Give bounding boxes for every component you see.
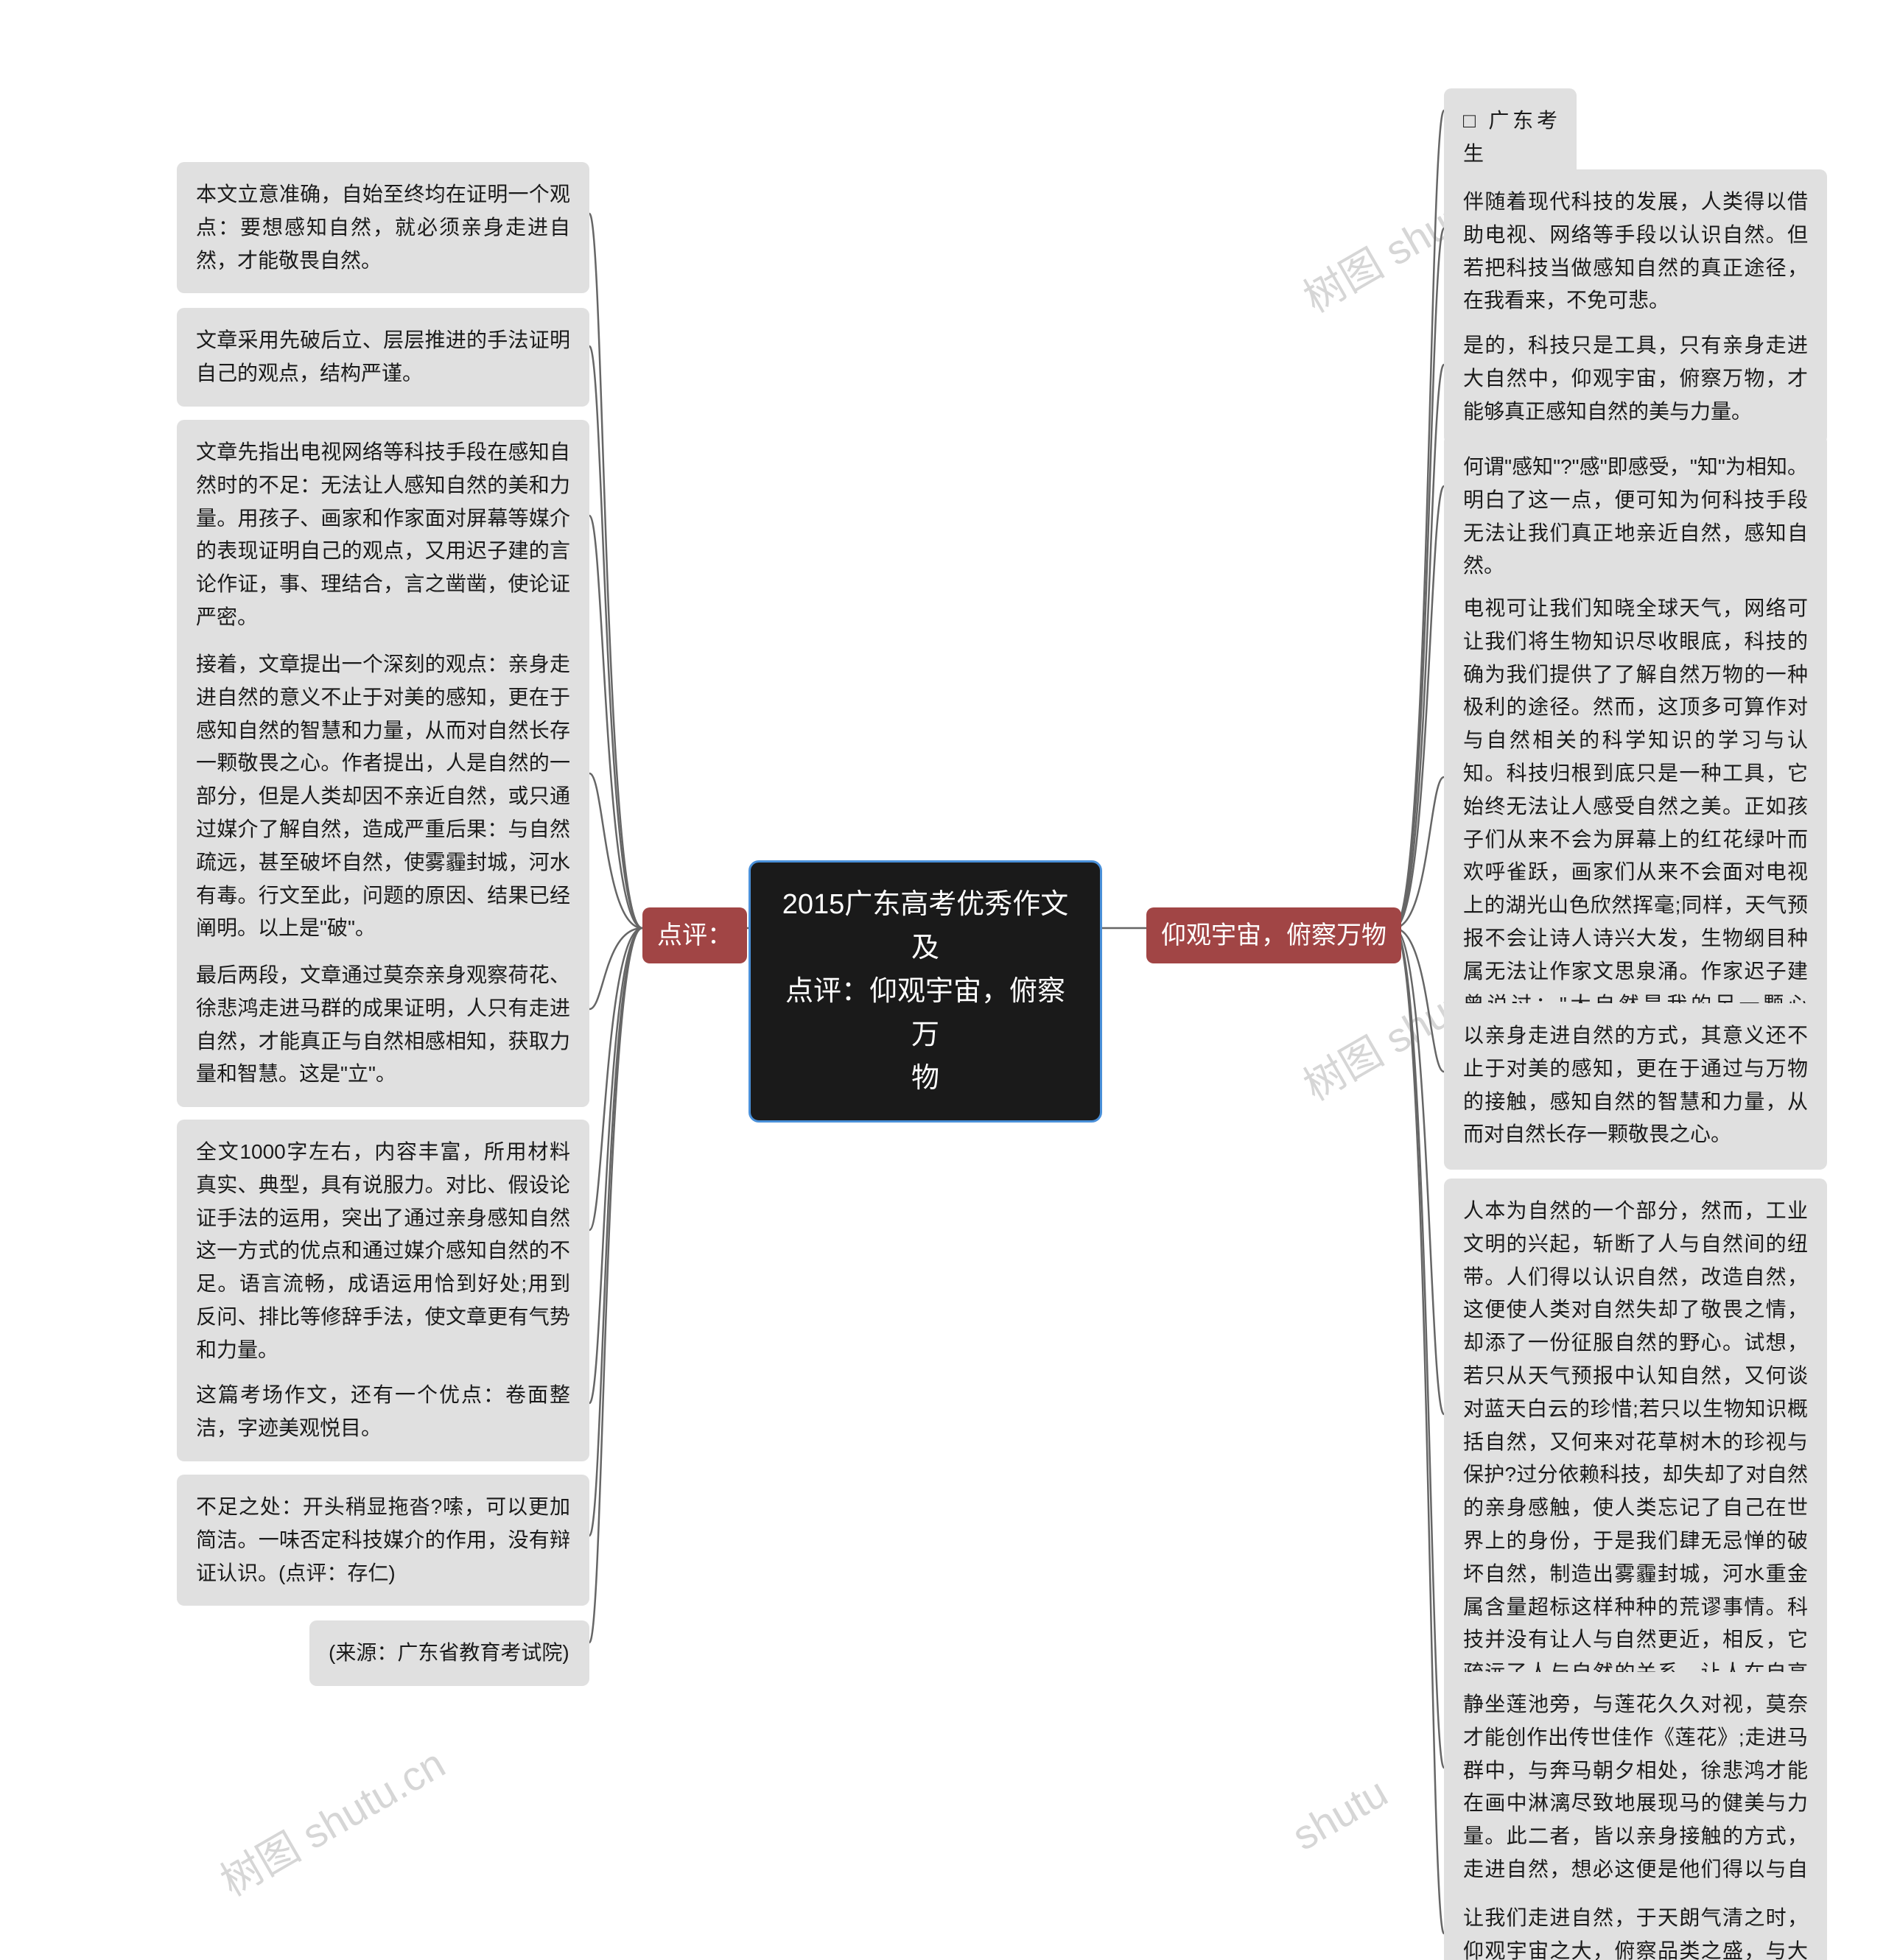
right-leaf[interactable]: 何谓"感知"?"感"即感受，"知"为相知。明白了这一点，便可知为何科技手段无法让… [1444, 435, 1827, 599]
watermark: 树图 shutu.cn [208, 1732, 454, 1908]
mindmap-canvas: shutu.cn 树图 shutu.cn shutu.cn 树图 shutu.c… [0, 0, 1886, 1960]
root-node[interactable]: 2015广东高考优秀作文及 点评：仰观宇宙，俯察万 物 [749, 860, 1102, 1123]
right-leaf[interactable]: 是的，科技只是工具，只有亲身走进大自然中，仰观宇宙，俯察万物，才能够真正感知自然… [1444, 313, 1827, 444]
right-leaf[interactable]: 伴随着现代科技的发展，人类得以借助电视、网络等手段以认识自然。但若把科技当做感知… [1444, 169, 1827, 334]
leaf-text: 伴随着现代科技的发展，人类得以借助电视、网络等手段以认识自然。但若把科技当做感知… [1463, 190, 1808, 312]
root-text: 2015广东高考优秀作文及 点评：仰观宇宙，俯察万 物 [782, 889, 1069, 1094]
leaf-text: 这篇考场作文，还有一个优点：卷面整洁，字迹美观悦目。 [196, 1383, 570, 1439]
branch-right[interactable]: 仰观宇宙，俯察万物 [1146, 907, 1401, 963]
leaf-text: (来源：广东省教育考试院) [329, 1641, 569, 1664]
left-leaf[interactable]: 文章先指出电视网络等科技手段在感知自然时的不足：无法让人感知自然的美和力量。用孩… [177, 420, 589, 650]
leaf-text: 不足之处：开头稍显拖沓?嗦，可以更加简洁。一味否定科技媒介的作用，没有辩证认识。… [196, 1495, 570, 1584]
branch-left-label: 点评： [657, 921, 732, 949]
right-leaf[interactable]: 以亲身走进自然的方式，其意义还不止于对美的感知，更在于通过与万物的接触，感知自然… [1444, 1003, 1827, 1167]
leaf-text: 本文立意准确，自始至终均在证明一个观点：要想感知自然，就必须亲身走进自然，才能敬… [196, 183, 570, 272]
left-leaf[interactable]: 本文立意准确，自始至终均在证明一个观点：要想感知自然，就必须亲身走进自然，才能敬… [177, 162, 589, 293]
watermark: shutu [1284, 1768, 1395, 1860]
leaf-text: 文章采用先破后立、层层推进的手法证明自己的观点，结构严谨。 [196, 329, 570, 384]
branch-right-label: 仰观宇宙，俯察万物 [1161, 921, 1387, 949]
left-leaf[interactable]: 接着，文章提出一个深刻的观点：亲身走进自然的意义不止于对美的感知，更在于感知自然… [177, 632, 589, 961]
leaf-text: 以亲身走进自然的方式，其意义还不止于对美的感知，更在于通过与万物的接触，感知自然… [1463, 1024, 1808, 1145]
left-leaf[interactable]: 不足之处：开头稍显拖沓?嗦，可以更加简洁。一味否定科技媒介的作用，没有辩证认识。… [177, 1475, 589, 1606]
leaf-text: 是的，科技只是工具，只有亲身走进大自然中，仰观宇宙，俯察万物，才能够真正感知自然… [1463, 334, 1808, 423]
left-leaf[interactable]: (来源：广东省教育考试院) [309, 1620, 589, 1686]
left-leaf[interactable]: 这篇考场作文，还有一个优点：卷面整洁，字迹美观悦目。 [177, 1363, 589, 1461]
left-leaf[interactable]: 最后两段，文章通过莫奈亲身观察荷花、徐悲鸿走进马群的成果证明，人只有走进自然，才… [177, 943, 589, 1107]
leaf-text: 让我们走进自然，于天朗气清之时，仰观宇宙之大，俯察品类之盛，与大自然真正相感相知… [1463, 1906, 1808, 1960]
left-leaf[interactable]: 文章采用先破后立、层层推进的手法证明自己的观点，结构严谨。 [177, 308, 589, 407]
branch-left[interactable]: 点评： [642, 907, 747, 963]
right-leaf[interactable]: 让我们走进自然，于天朗气清之时，仰观宇宙之大，俯察品类之盛，与大自然真正相感相知… [1444, 1886, 1827, 1960]
leaf-text: 文章先指出电视网络等科技手段在感知自然时的不足：无法让人感知自然的美和力量。用孩… [196, 440, 570, 628]
leaf-text: 全文1000字左右，内容丰富，所用材料真实、典型，具有说服力。对比、假设论证手法… [196, 1140, 570, 1361]
leaf-text: □ 广东考生 [1463, 109, 1557, 165]
leaf-text: 何谓"感知"?"感"即感受，"知"为相知。明白了这一点，便可知为何科技手段无法让… [1463, 455, 1808, 577]
left-leaf[interactable]: 全文1000字左右，内容丰富，所用材料真实、典型，具有说服力。对比、假设论证手法… [177, 1120, 589, 1383]
leaf-text: 最后两段，文章通过莫奈亲身观察荷花、徐悲鸿走进马群的成果证明，人只有走进自然，才… [196, 963, 570, 1085]
leaf-text: 接着，文章提出一个深刻的观点：亲身走进自然的意义不止于对美的感知，更在于感知自然… [196, 653, 570, 939]
